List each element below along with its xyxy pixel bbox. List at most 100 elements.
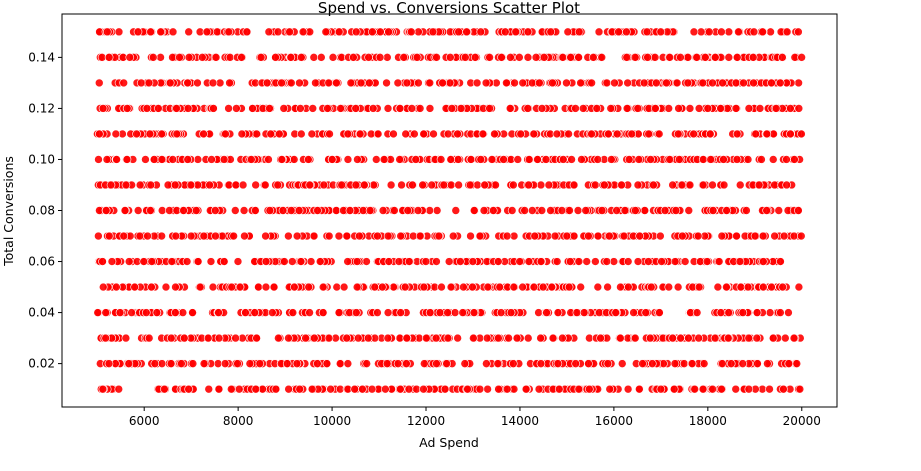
data-point xyxy=(602,257,612,266)
data-point xyxy=(178,308,188,317)
data-point xyxy=(184,53,194,62)
data-point xyxy=(744,104,754,113)
data-point xyxy=(690,384,700,394)
data-point xyxy=(694,104,704,113)
data-point xyxy=(264,155,273,164)
data-point xyxy=(121,180,131,190)
data-point xyxy=(620,206,630,215)
data-point xyxy=(453,155,463,164)
data-point xyxy=(203,333,213,343)
data-point xyxy=(186,231,196,241)
data-point xyxy=(397,180,406,190)
data-point xyxy=(460,359,470,368)
data-point xyxy=(157,231,166,241)
data-point xyxy=(757,155,766,164)
data-point xyxy=(142,104,152,113)
data-point xyxy=(775,78,785,88)
data-point xyxy=(499,155,508,164)
data-point xyxy=(717,27,726,37)
data-point xyxy=(122,104,132,113)
data-point xyxy=(505,104,515,113)
data-point xyxy=(574,257,584,266)
data-point xyxy=(407,104,417,113)
data-point xyxy=(533,155,542,164)
data-point xyxy=(147,282,156,292)
data-point xyxy=(206,257,216,266)
data-point xyxy=(356,78,366,88)
data-point xyxy=(571,104,580,113)
data-point xyxy=(282,359,292,368)
data-point xyxy=(177,359,186,368)
data-point xyxy=(132,129,141,139)
data-point xyxy=(404,384,414,394)
data-point xyxy=(640,206,650,215)
data-point xyxy=(419,282,429,292)
data-point xyxy=(121,333,131,343)
data-point xyxy=(379,155,389,164)
data-point xyxy=(280,257,289,266)
data-point xyxy=(144,78,154,88)
data-point xyxy=(294,206,304,215)
data-point xyxy=(232,104,241,113)
data-point xyxy=(421,333,431,343)
data-point xyxy=(425,78,435,88)
data-point xyxy=(536,333,545,343)
data-point xyxy=(415,104,425,113)
data-point xyxy=(553,359,563,368)
data-point xyxy=(753,359,762,368)
data-point xyxy=(642,27,652,37)
data-point xyxy=(251,180,260,190)
data-point xyxy=(576,282,586,292)
data-point xyxy=(572,308,582,317)
data-point xyxy=(558,333,567,343)
data-point xyxy=(411,155,421,164)
data-point xyxy=(627,129,637,139)
data-point xyxy=(401,129,411,139)
y-axis-ticks: 0.02 0.04 0.06 0.08 0.10 0.12 0.14 xyxy=(28,50,62,371)
data-point xyxy=(150,359,160,368)
data-point xyxy=(446,180,456,190)
data-point xyxy=(630,333,640,343)
data-point xyxy=(143,231,152,241)
data-point xyxy=(165,206,174,215)
data-point xyxy=(593,231,603,241)
data-point xyxy=(765,308,775,317)
data-point xyxy=(794,282,804,292)
data-point xyxy=(706,155,716,164)
data-point xyxy=(786,104,795,113)
data-point xyxy=(680,257,690,266)
data-point xyxy=(553,308,563,317)
data-point xyxy=(445,53,455,62)
data-point xyxy=(324,78,334,88)
data-point xyxy=(603,359,613,368)
data-point xyxy=(124,257,134,266)
data-point xyxy=(597,53,607,62)
data-point xyxy=(633,180,643,190)
data-point xyxy=(535,78,544,88)
data-point xyxy=(694,333,703,343)
data-point xyxy=(240,231,249,241)
data-point xyxy=(633,257,643,266)
data-point xyxy=(296,257,306,266)
data-point xyxy=(518,78,528,88)
data-point xyxy=(718,359,727,368)
data-point xyxy=(442,359,451,368)
data-point xyxy=(165,78,175,88)
data-point xyxy=(649,180,658,190)
data-point xyxy=(205,180,214,190)
data-point xyxy=(419,129,429,139)
data-point xyxy=(343,359,353,368)
data-point xyxy=(256,53,266,62)
data-point xyxy=(171,308,180,317)
data-point xyxy=(419,359,429,368)
data-point xyxy=(381,384,390,394)
data-point xyxy=(524,180,533,190)
data-point xyxy=(751,129,761,139)
data-point xyxy=(587,129,596,139)
data-point xyxy=(794,78,803,88)
data-point xyxy=(670,257,680,266)
data-point xyxy=(289,155,299,164)
data-point xyxy=(776,308,785,317)
data-point xyxy=(569,231,579,241)
data-point xyxy=(383,308,393,317)
